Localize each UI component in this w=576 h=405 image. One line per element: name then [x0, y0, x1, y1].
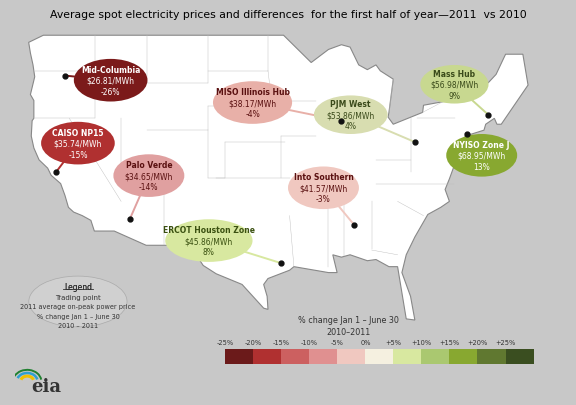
- Text: +20%: +20%: [467, 339, 488, 345]
- Ellipse shape: [420, 66, 488, 104]
- Ellipse shape: [113, 155, 184, 198]
- Text: 13%: 13%: [473, 162, 490, 171]
- Bar: [253, 349, 281, 364]
- Text: $41.57/MWh: $41.57/MWh: [300, 184, 347, 193]
- Ellipse shape: [446, 135, 517, 177]
- Text: -14%: -14%: [139, 183, 158, 192]
- Ellipse shape: [74, 60, 147, 102]
- Text: Into Southern: Into Southern: [294, 173, 354, 182]
- Text: $35.74/MWh: $35.74/MWh: [54, 139, 102, 148]
- Ellipse shape: [314, 96, 388, 135]
- Text: -10%: -10%: [301, 339, 318, 345]
- Text: +10%: +10%: [411, 339, 431, 345]
- Text: PJM West: PJM West: [331, 100, 371, 109]
- Bar: [309, 349, 338, 364]
- Text: MISO Illinois Hub: MISO Illinois Hub: [215, 88, 290, 97]
- Bar: [506, 349, 533, 364]
- Text: Legend: Legend: [64, 282, 92, 291]
- Ellipse shape: [288, 167, 359, 210]
- Ellipse shape: [41, 122, 115, 165]
- Text: $45.86/MWh: $45.86/MWh: [185, 237, 233, 245]
- Text: -25%: -25%: [217, 339, 234, 345]
- Text: $68.95/MWh: $68.95/MWh: [457, 151, 506, 160]
- Text: NYISO Zone J: NYISO Zone J: [453, 141, 510, 149]
- Text: 2011 average on-peak power price: 2011 average on-peak power price: [20, 304, 135, 309]
- Text: -3%: -3%: [316, 195, 331, 204]
- Text: Mid-Columbia: Mid-Columbia: [81, 66, 141, 75]
- Bar: [478, 349, 506, 364]
- Ellipse shape: [213, 82, 292, 125]
- Ellipse shape: [165, 220, 252, 262]
- Text: Palo Verde: Palo Verde: [126, 161, 172, 170]
- Bar: [393, 349, 422, 364]
- Bar: [281, 349, 309, 364]
- Text: -20%: -20%: [245, 339, 262, 345]
- Bar: [422, 349, 449, 364]
- Text: 9%: 9%: [449, 92, 460, 100]
- Text: Trading point: Trading point: [55, 294, 101, 300]
- Polygon shape: [29, 36, 528, 320]
- Bar: [365, 349, 393, 364]
- Text: -15%: -15%: [273, 339, 290, 345]
- Text: $34.65/MWh: $34.65/MWh: [124, 172, 173, 181]
- Text: Legend: Legend: [64, 282, 92, 291]
- Text: +5%: +5%: [385, 339, 401, 345]
- Ellipse shape: [29, 276, 127, 327]
- Text: -26%: -26%: [101, 87, 120, 96]
- Text: CAISO NP15: CAISO NP15: [52, 128, 104, 137]
- Text: 0%: 0%: [360, 339, 370, 345]
- Text: $26.81/MWh: $26.81/MWh: [86, 77, 135, 85]
- Text: 4%: 4%: [345, 122, 357, 131]
- Text: $56.98/MWh: $56.98/MWh: [430, 81, 479, 90]
- Text: Mass Hub: Mass Hub: [433, 70, 475, 79]
- Text: % change Jan 1 – June 30: % change Jan 1 – June 30: [36, 313, 119, 319]
- Bar: [225, 349, 253, 364]
- Bar: [338, 349, 365, 364]
- Bar: [449, 349, 478, 364]
- Text: -4%: -4%: [245, 110, 260, 119]
- Text: $53.86/MWh: $53.86/MWh: [327, 111, 375, 120]
- Text: +15%: +15%: [439, 339, 460, 345]
- Text: Average spot electricity prices and differences  for the first half of year—2011: Average spot electricity prices and diff…: [50, 10, 526, 20]
- Text: % change Jan 1 – June 30
2010–2011: % change Jan 1 – June 30 2010–2011: [298, 315, 399, 337]
- Text: -15%: -15%: [68, 150, 88, 159]
- Text: +25%: +25%: [495, 339, 516, 345]
- Text: $38.17/MWh: $38.17/MWh: [229, 99, 276, 108]
- Text: eia: eia: [31, 377, 61, 395]
- Text: 2010 – 2011: 2010 – 2011: [58, 322, 98, 328]
- Text: -5%: -5%: [331, 339, 344, 345]
- Text: 8%: 8%: [203, 247, 215, 256]
- Text: ERCOT Houston Zone: ERCOT Houston Zone: [163, 226, 255, 234]
